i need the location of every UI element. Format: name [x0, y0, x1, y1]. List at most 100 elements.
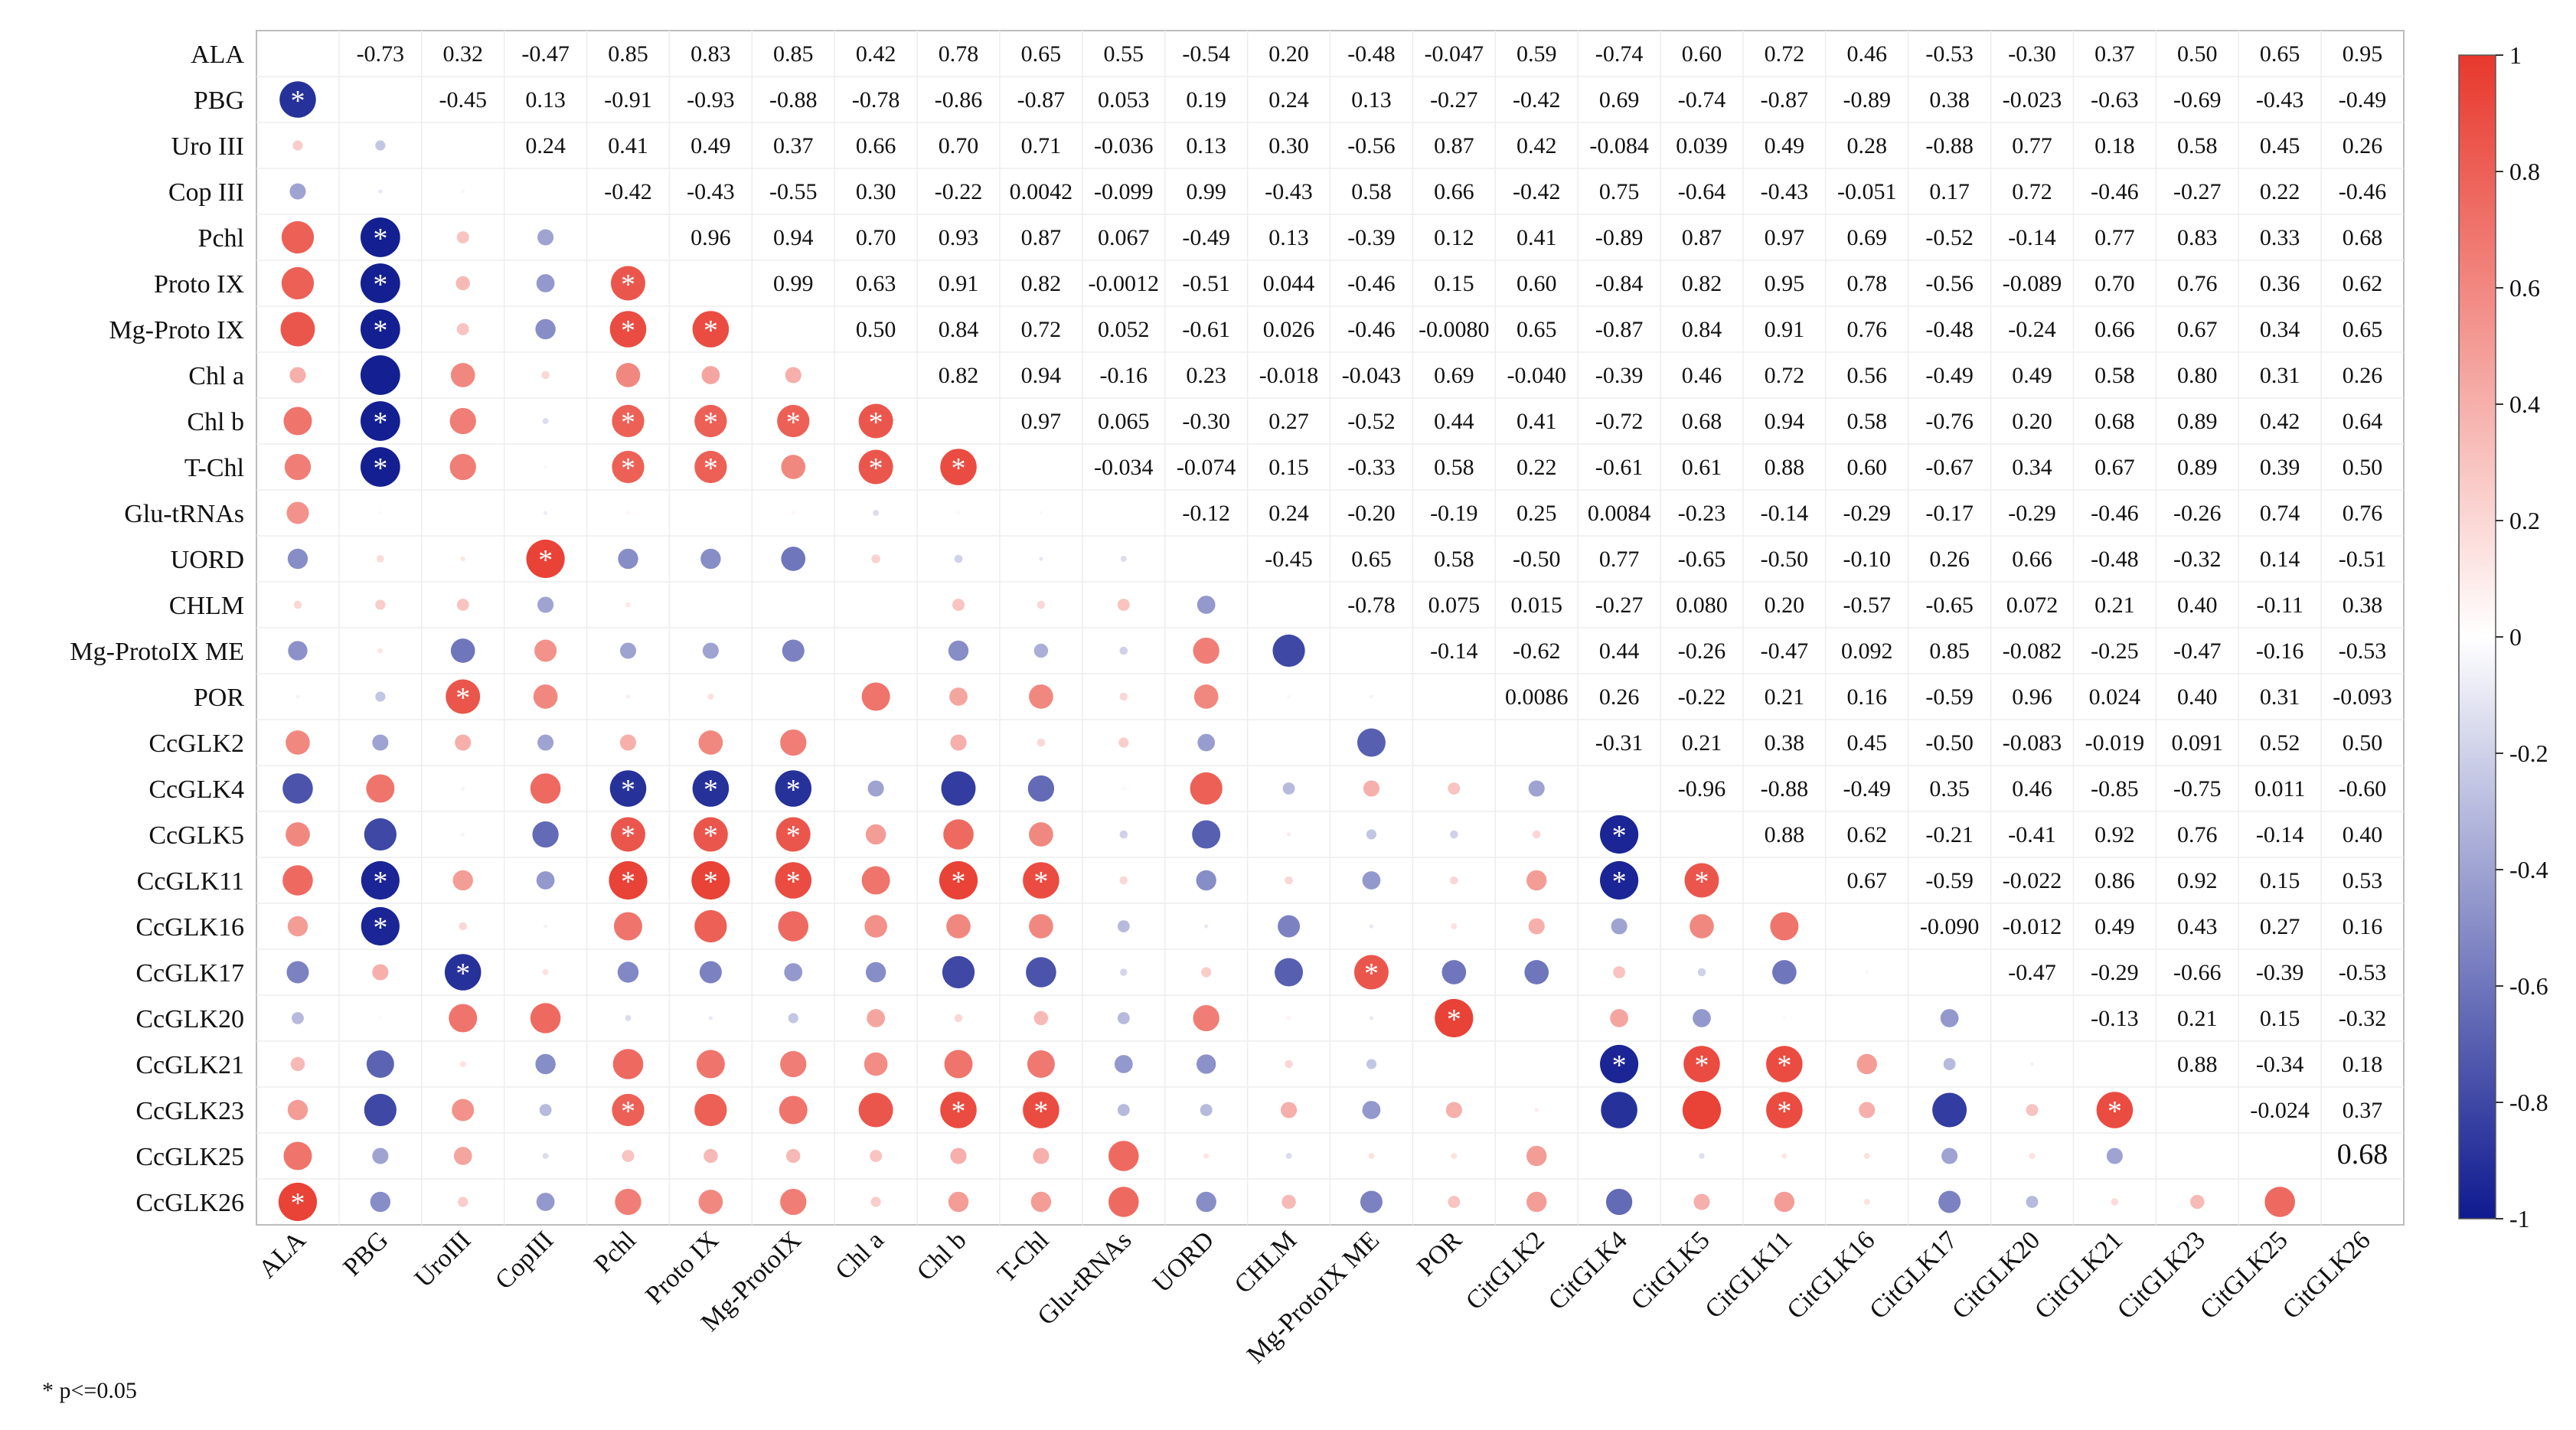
correlation-value: 0.84 [939, 317, 979, 342]
row-label: Glu-tRNAs [124, 500, 244, 528]
correlation-value: -0.31 [1595, 730, 1644, 756]
correlation-circle [1932, 1092, 1967, 1128]
column-label: CitGLK21 [2029, 1226, 2128, 1324]
correlation-circle [453, 1147, 472, 1165]
correlation-value: 0.072 [2006, 593, 2059, 618]
correlation-circle [1362, 1101, 1381, 1119]
correlation-value: 0.43 [2177, 914, 2218, 939]
correlation-value: 0.63 [856, 271, 896, 296]
correlation-value: -0.46 [1347, 271, 1396, 296]
correlation-value: 0.46 [1682, 363, 1722, 388]
correlation-circle [1766, 1046, 1803, 1082]
correlation-value: -0.54 [1182, 41, 1230, 67]
correlation-circle [1526, 1191, 1547, 1213]
correlation-value: 0.46 [2012, 776, 2052, 802]
correlation-value: 0.66 [2012, 547, 2052, 572]
correlation-value: 0.67 [2177, 317, 2218, 342]
correlation-circle [536, 1193, 555, 1211]
correlation-value: 0.15 [1434, 271, 1474, 296]
column-label: CitGLK20 [1947, 1226, 2045, 1324]
correlation-value: 0.33 [2260, 225, 2300, 250]
correlation-value: 0.83 [691, 41, 731, 67]
correlation-circle [450, 638, 475, 663]
correlation-circle [781, 547, 806, 571]
correlation-circle [612, 1093, 645, 1127]
correlation-circle [360, 355, 400, 395]
correlation-value: 0.49 [2012, 363, 2052, 388]
correlation-value: -0.16 [1100, 363, 1148, 388]
significance-star: * [1777, 1095, 1791, 1128]
correlation-circle [1357, 728, 1386, 757]
correlation-circle [456, 323, 469, 335]
correlation-circle [791, 602, 795, 607]
correlation-circle [293, 600, 302, 609]
correlation-value: -0.083 [2003, 730, 2062, 756]
significance-star: * [786, 406, 801, 439]
correlation-value: -0.73 [357, 41, 405, 67]
correlation-circle [1528, 918, 1545, 935]
correlation-circle [1611, 918, 1628, 935]
significance-star: * [704, 406, 718, 439]
correlation-value: 0.19 [1186, 87, 1226, 113]
correlation-circle [1448, 782, 1461, 795]
significance-star: * [1694, 1050, 1709, 1082]
correlation-circle [1033, 643, 1049, 658]
correlation-circle [366, 774, 395, 803]
correlation-circle [1023, 1092, 1059, 1128]
correlation-value: -0.51 [2339, 547, 2387, 572]
correlation-circle [544, 465, 548, 469]
correlation-value: -0.42 [604, 179, 652, 204]
significance-star: * [373, 452, 387, 485]
correlation-circle [1532, 830, 1541, 839]
correlation-circle [360, 447, 400, 487]
significance-star: * [621, 774, 635, 806]
correlation-value: -0.14 [1761, 501, 1809, 526]
correlation-value: -0.42 [1513, 87, 1561, 113]
correlation-value: 0.50 [2177, 41, 2218, 67]
significance-star: * [373, 269, 387, 301]
correlation-value: -0.57 [1843, 593, 1892, 618]
correlation-circle [699, 961, 722, 984]
correlation-circle [534, 639, 557, 662]
row-label: CcGLK16 [135, 913, 244, 942]
correlation-value: -0.61 [1595, 455, 1644, 480]
correlation-circle [544, 924, 548, 929]
correlation-circle [455, 734, 472, 751]
significance-star: * [538, 544, 553, 576]
correlation-value: 0.53 [2343, 868, 2383, 893]
significance-star: * [373, 866, 387, 898]
correlation-circle [364, 1093, 397, 1127]
correlation-value: 0.68 [2337, 1138, 2388, 1170]
correlation-value: 0.58 [1434, 547, 1474, 572]
significance-star: * [290, 85, 305, 117]
correlation-value: 0.080 [1676, 593, 1728, 618]
correlation-value: -0.089 [2003, 271, 2062, 296]
correlation-value: 0.41 [1517, 225, 1557, 250]
correlation-value: 0.65 [2260, 41, 2300, 67]
significance-star: * [704, 820, 718, 852]
correlation-circle [954, 554, 963, 563]
correlation-circle [1281, 1194, 1296, 1210]
correlation-value: 0.45 [2260, 133, 2300, 158]
correlation-circle [1193, 684, 1219, 709]
correlation-value: 0.21 [1682, 730, 1722, 756]
correlation-circle [372, 734, 389, 751]
colorbar-tick-label: 1 [2509, 41, 2522, 69]
correlation-circle [1684, 863, 1719, 898]
colorbar-bar [2458, 54, 2496, 1219]
correlation-circle [1285, 876, 1293, 885]
correlation-circle [1369, 924, 1374, 929]
correlation-circle [1451, 1153, 1458, 1159]
correlation-value: 0.16 [2343, 914, 2383, 939]
correlation-circle [873, 740, 878, 745]
correlation-value: 0.14 [2260, 547, 2300, 572]
correlation-value: -0.074 [1177, 455, 1236, 480]
correlation-value: 0.86 [2094, 868, 2135, 893]
correlation-value: -0.051 [1837, 179, 1897, 204]
correlation-value: -0.48 [1925, 317, 1974, 342]
correlation-circle [377, 648, 384, 654]
correlation-value: 0.77 [2012, 133, 2052, 158]
correlation-circle [1117, 599, 1130, 611]
correlation-circle [1192, 820, 1221, 849]
correlation-value: -0.019 [2085, 730, 2145, 756]
